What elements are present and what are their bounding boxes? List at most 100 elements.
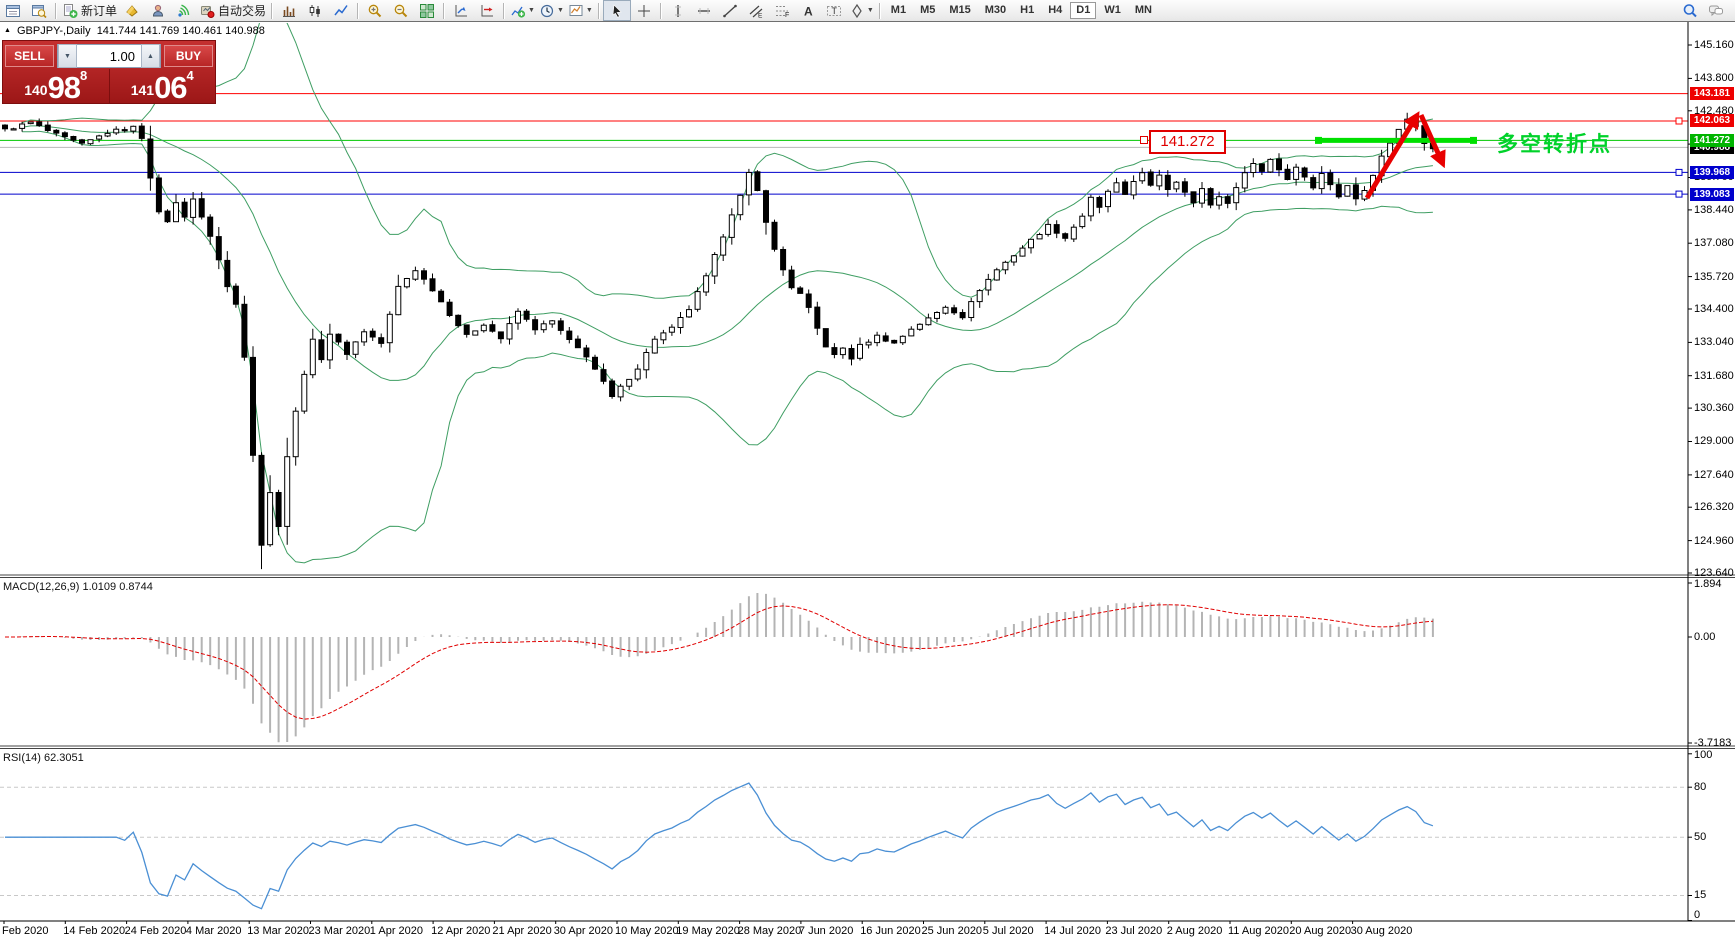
- metaeditor-icon: [124, 3, 140, 19]
- macd-axis-tick: 0.00: [1694, 631, 1716, 643]
- crosshair-button[interactable]: [631, 1, 657, 20]
- price-tick: 133.040: [1694, 336, 1734, 349]
- volume-input[interactable]: [77, 47, 141, 65]
- timeframe-m15-button[interactable]: M15: [949, 4, 971, 16]
- toolbar-separator: [271, 2, 274, 19]
- signals-icon: [176, 3, 192, 19]
- arrows-button[interactable]: ▼: [847, 1, 876, 20]
- timeframe-m5-button[interactable]: M5: [920, 4, 936, 16]
- timeframe-m1-button[interactable]: M1: [890, 4, 907, 16]
- zoom-out-icon: [393, 3, 409, 19]
- rsi-axis-tick: 80: [1694, 781, 1707, 794]
- buy-price-sup: 4: [186, 68, 194, 83]
- templates-button[interactable]: ▼: [566, 1, 595, 20]
- price-label-object[interactable]: 141.272: [1149, 130, 1226, 154]
- vertical-line-button[interactable]: [665, 1, 691, 20]
- toolbar: 新订单 自动交易 ▼ ▼ ▼ E F A T ▼ M1 M5 M15 M30 H1 H4 D1 W1 MN: [0, 0, 1735, 22]
- signals-button[interactable]: [171, 1, 197, 20]
- buy-button[interactable]: BUY: [164, 45, 213, 67]
- line-chart-mode-button[interactable]: [328, 1, 354, 20]
- new-order-button[interactable]: 新订单: [60, 1, 119, 20]
- chevron-down-icon: ▼: [585, 7, 593, 14]
- sell-price-sup: 8: [80, 68, 88, 83]
- text-button[interactable]: A: [795, 1, 821, 20]
- date-label: 23 Mar 2020: [308, 925, 371, 937]
- price-badge-143.181: 143.181: [1690, 87, 1734, 101]
- charts-list-icon: [5, 3, 21, 19]
- toolbar-separator: [443, 2, 446, 19]
- date-label: 2 Aug 2020: [1166, 925, 1223, 937]
- new-order-icon: [62, 3, 78, 19]
- autotrading-button[interactable]: 自动交易: [197, 1, 268, 20]
- horizontal-line-button[interactable]: [691, 1, 717, 20]
- timeframe-m30-button[interactable]: M30: [984, 4, 1007, 16]
- indicators-button[interactable]: ▼: [508, 1, 537, 20]
- timeframe-h4-button[interactable]: H4: [1048, 4, 1063, 16]
- date-label: 13 Mar 2020: [247, 925, 309, 937]
- data-window-icon: [31, 3, 47, 19]
- metaeditor-button[interactable]: [119, 1, 145, 20]
- turning-point-note[interactable]: 多空转折点: [1497, 133, 1612, 156]
- fibonacci-icon: F: [774, 3, 790, 19]
- timeframe-w1-button[interactable]: W1: [1104, 4, 1121, 16]
- rsi-pane: [0, 782, 1688, 910]
- date-label: 30 Apr 2020: [553, 925, 614, 937]
- date-label: 19 May 2020: [676, 925, 740, 937]
- rsi-axis-tick: 0: [1694, 909, 1701, 921]
- chevron-down-icon: ▼: [556, 7, 564, 14]
- trendline-button[interactable]: [717, 1, 743, 20]
- date-label: 24 Feb 2020: [124, 925, 187, 937]
- cursor-button[interactable]: [602, 0, 631, 21]
- chart-window: ▲ GBPJPY-,Daily 141.744 141.769 140.461 …: [0, 22, 1735, 944]
- auto-scroll-button[interactable]: [448, 1, 474, 20]
- profile-button[interactable]: [145, 1, 171, 20]
- sell-price-prefix: 140: [24, 82, 48, 98]
- svg-text:T: T: [831, 6, 837, 16]
- indicators-icon: [510, 3, 526, 19]
- charts-list-button[interactable]: [0, 1, 26, 20]
- price-tick: 126.320: [1694, 501, 1734, 514]
- volume-decrease-button[interactable]: ▼: [58, 44, 77, 68]
- toolbar-separator: [55, 2, 57, 19]
- bar-chart-mode-icon: [281, 3, 297, 19]
- price-tick: 143.800: [1694, 72, 1734, 85]
- crosshair-icon: [636, 3, 652, 19]
- buy-price[interactable]: 141 06 4: [110, 69, 216, 103]
- volume-increase-button[interactable]: ▲: [141, 44, 160, 68]
- axis-ticks: [3, 44, 1692, 924]
- chart-ohlc: 141.744 141.769 140.461 140.988: [96, 25, 265, 37]
- timeframe-h1-button[interactable]: H1: [1020, 4, 1035, 16]
- bar-chart-mode-button[interactable]: [276, 1, 302, 20]
- price-label-anchor[interactable]: [1140, 136, 1148, 144]
- tile-windows-button[interactable]: [414, 1, 440, 20]
- search-button[interactable]: [1677, 1, 1703, 20]
- sell-price[interactable]: 140 98 8: [3, 69, 110, 103]
- svg-text:A: A: [804, 4, 813, 18]
- chart-shift-icon: [479, 3, 495, 19]
- fibonacci-button[interactable]: F: [769, 1, 795, 20]
- candle-chart-mode-button[interactable]: [302, 1, 328, 20]
- chat-button[interactable]: [1703, 1, 1729, 20]
- text-label-button[interactable]: T: [821, 1, 847, 20]
- timeframe-mn-button[interactable]: MN: [1134, 4, 1152, 16]
- rsi-axis-tick: 50: [1694, 831, 1707, 844]
- vertical-line-icon: [670, 3, 686, 19]
- macd-label: MACD(12,26,9) 1.0109 0.8744: [3, 581, 153, 593]
- sell-button[interactable]: SELL: [5, 45, 54, 67]
- equidistant-channel-button[interactable]: E: [743, 1, 769, 20]
- date-label: 20 Aug 2020: [1289, 925, 1352, 937]
- date-label: 21 Apr 2020: [492, 925, 552, 937]
- price-tick: 131.680: [1694, 369, 1734, 382]
- data-window-button[interactable]: [26, 1, 52, 20]
- candles: [2, 112, 1436, 570]
- timeframe-d1-button[interactable]: D1: [1070, 2, 1097, 19]
- toolbar-separator: [659, 2, 662, 19]
- chart-shift-button[interactable]: [474, 1, 500, 20]
- zoom-out-button[interactable]: [388, 1, 414, 20]
- periods-button[interactable]: ▼: [537, 1, 566, 20]
- date-label: 23 Jul 2020: [1105, 925, 1163, 937]
- zoom-in-button[interactable]: [362, 1, 388, 20]
- buy-price-prefix: 141: [130, 82, 155, 98]
- trend-segment: [1315, 136, 1477, 144]
- profile-icon: [150, 3, 166, 19]
